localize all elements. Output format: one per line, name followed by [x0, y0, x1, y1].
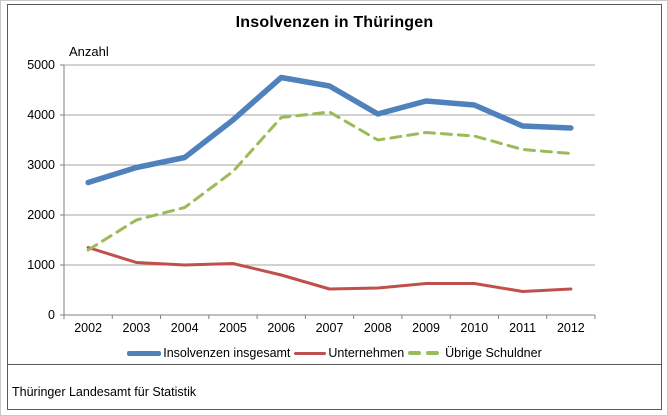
chart-legend: Insolvenzen insgesamt Unternehmen Übrige… [8, 346, 661, 360]
y-axis-unit-label: Anzahl [69, 44, 109, 59]
y-tick-label: 4000 [27, 108, 55, 122]
y-tick-label: 5000 [27, 58, 55, 72]
legend-swatch-line-dashed-green [408, 351, 440, 355]
y-tick-label: 0 [48, 308, 55, 322]
source-divider: Thüringer Landesamt für Statistik [8, 364, 661, 411]
x-tick-label: 2003 [123, 321, 151, 335]
series-line-2 [86, 110, 573, 252]
chart-plot: 0 1000 2000 3000 4000 5000 2002 2003 2004 2005 200… [27, 58, 596, 335]
chart-frame: 0 1000 2000 3000 4000 5000 2002 2003 2004 2005 200… [7, 4, 662, 410]
legend-item-unternehmen: Unternehmen [294, 346, 404, 360]
legend-label: Unternehmen [328, 346, 405, 360]
x-tick-label: 2009 [412, 321, 440, 335]
y-tick-label: 2000 [27, 208, 55, 222]
legend-item-uebrige: Übrige Schuldner [408, 346, 542, 360]
y-tick-label: 1000 [27, 258, 55, 272]
chart-title: Insolvenzen in Thüringen [235, 14, 434, 31]
legend-item-insgesamt: Insolvenzen insgesamt [127, 346, 290, 360]
x-tick-label: 2007 [316, 321, 344, 335]
x-tick-label: 2002 [74, 321, 102, 335]
x-tick-label: 2005 [219, 321, 247, 335]
legend-swatch-line-solid-blue [127, 350, 162, 356]
x-tick-label: 2012 [557, 321, 585, 335]
series-line-0 [85, 74, 574, 186]
x-tick-label: 2006 [267, 321, 295, 335]
x-tick-label: 2004 [171, 321, 199, 335]
legend-swatch-line-solid-red [294, 351, 327, 355]
series-line-1 [86, 246, 573, 293]
x-tick-label: 2011 [509, 321, 536, 335]
x-tick-label: 2010 [460, 321, 488, 335]
legend-label: Insolvenzen insgesamt [163, 346, 291, 360]
x-tick-label: 2008 [364, 321, 392, 335]
source-label: Thüringer Landesamt für Statistik [12, 385, 197, 399]
legend-label: Übrige Schuldner [445, 346, 542, 360]
y-tick-label: 3000 [27, 158, 55, 172]
